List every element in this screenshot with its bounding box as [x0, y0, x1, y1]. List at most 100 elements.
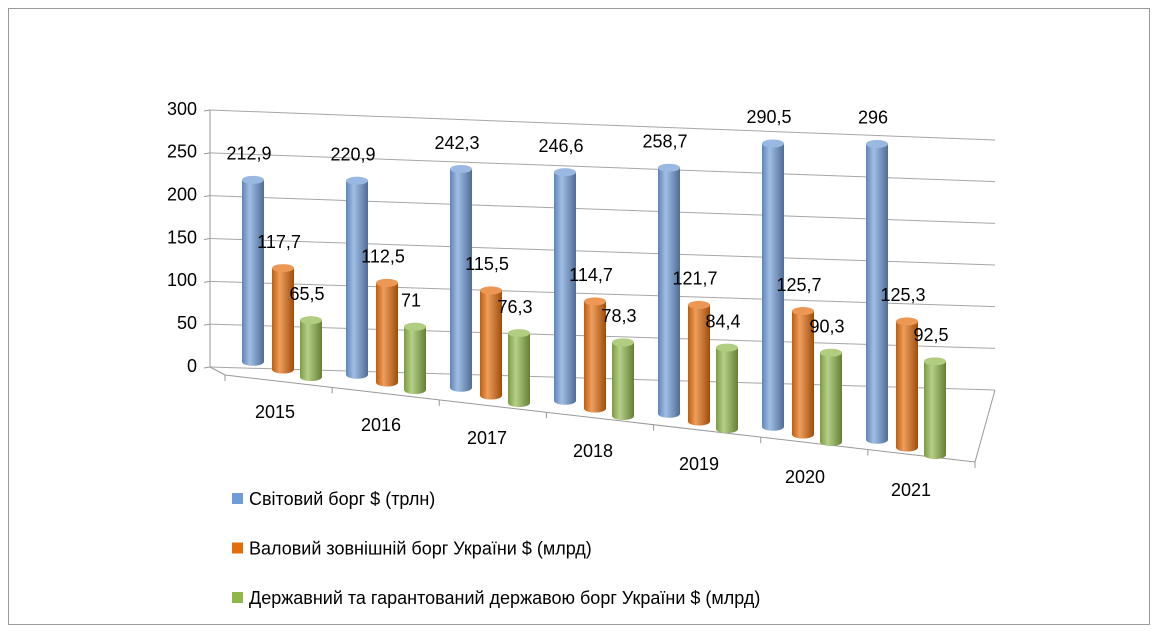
bar-top [508, 329, 530, 338]
bar-body [612, 342, 634, 420]
bar-top [300, 316, 322, 325]
data-label: 258,7 [642, 131, 687, 151]
bar-top [762, 139, 784, 148]
y-tick [203, 109, 211, 112]
bar-body [272, 268, 294, 374]
bar [584, 297, 606, 413]
floor-right [974, 389, 996, 463]
y-tick [203, 238, 211, 240]
y-tick [203, 280, 211, 283]
bar-top [376, 278, 398, 287]
legend-label: Валовий зовнішній борг України $ (млрд) [249, 538, 592, 558]
bar-body [480, 290, 502, 400]
bar-top [716, 343, 738, 352]
bar [924, 357, 946, 459]
data-label: 112,5 [361, 247, 405, 267]
data-label: 115,5 [465, 254, 509, 274]
bar-body [688, 304, 710, 426]
legend-swatch [232, 493, 243, 504]
data-label: 114,7 [569, 265, 613, 285]
grid-line [209, 109, 996, 141]
bar-body [762, 143, 784, 431]
bar-top [866, 139, 888, 148]
bar [300, 316, 322, 381]
bar-top [820, 348, 842, 357]
bar [896, 317, 918, 452]
bar-top [896, 317, 918, 326]
grid-line [209, 238, 996, 266]
data-label: 84,4 [705, 311, 740, 331]
data-label: 242,3 [434, 133, 479, 153]
y-tick [203, 323, 211, 326]
chart-frame [8, 8, 1150, 625]
data-label: 71 [401, 290, 421, 310]
x-tick-label: 2015 [255, 402, 295, 422]
bar [272, 264, 294, 374]
bar-top [792, 307, 814, 316]
bar-top [242, 175, 264, 184]
bar-top [404, 322, 426, 331]
data-label: 78,3 [601, 306, 636, 326]
y-tick-label: 0 [187, 356, 197, 376]
legend-swatch [232, 542, 243, 554]
bar-top [346, 176, 368, 185]
bar [508, 329, 530, 407]
data-label: 76,3 [497, 297, 532, 317]
y-tick-label: 200 [167, 184, 197, 204]
bar-top [612, 338, 634, 347]
data-label: 220,9 [330, 144, 375, 164]
bar [792, 307, 814, 439]
grid-line [209, 195, 996, 224]
bar-top [688, 300, 710, 309]
bar [450, 165, 472, 392]
data-label: 296 [858, 108, 888, 128]
bar-body [450, 169, 472, 392]
bar-body [658, 167, 680, 418]
bar-body [376, 282, 398, 387]
bar-top [272, 264, 294, 273]
bar [612, 338, 634, 420]
data-label: 125,3 [880, 285, 925, 305]
bar-body [404, 326, 426, 394]
y-tick-label: 100 [167, 270, 197, 290]
bar-body [300, 320, 322, 381]
bar-body [508, 333, 530, 407]
grid-line [209, 280, 996, 308]
y-tick-label: 300 [167, 99, 197, 119]
bar [716, 343, 738, 433]
bar [866, 139, 888, 444]
bar-top [450, 165, 472, 174]
bar-body [896, 321, 918, 452]
data-label: 117,7 [257, 232, 301, 252]
floor-front [224, 374, 976, 463]
y-tick-label: 50 [177, 313, 197, 333]
floor-left [209, 366, 226, 376]
bar-top [924, 357, 946, 366]
x-tick-label: 2018 [573, 441, 613, 461]
data-label: 125,7 [776, 275, 821, 295]
bar-top [584, 297, 606, 306]
legend-label: Державний та гарантований державою борг … [249, 588, 760, 608]
legend-swatch [232, 592, 243, 603]
data-label: 121,7 [672, 269, 717, 289]
bar-body [584, 301, 606, 413]
bar [820, 348, 842, 446]
x-tick-label: 2019 [679, 454, 719, 474]
bar-top [658, 163, 680, 172]
y-tick [203, 366, 211, 369]
bar-body [866, 143, 888, 444]
y-tick [203, 195, 211, 198]
data-label: 90,3 [809, 316, 844, 336]
bar-top [554, 168, 576, 177]
bar [242, 175, 264, 366]
bar [404, 322, 426, 394]
bar-body [346, 180, 368, 379]
x-tick-label: 2016 [361, 415, 401, 435]
bar-top [480, 286, 502, 295]
bar-body [242, 179, 264, 366]
bar [688, 300, 710, 426]
legend-label: Світовий борг $ (трлн) [249, 489, 435, 509]
bar [762, 139, 784, 431]
bar-body [792, 311, 814, 439]
